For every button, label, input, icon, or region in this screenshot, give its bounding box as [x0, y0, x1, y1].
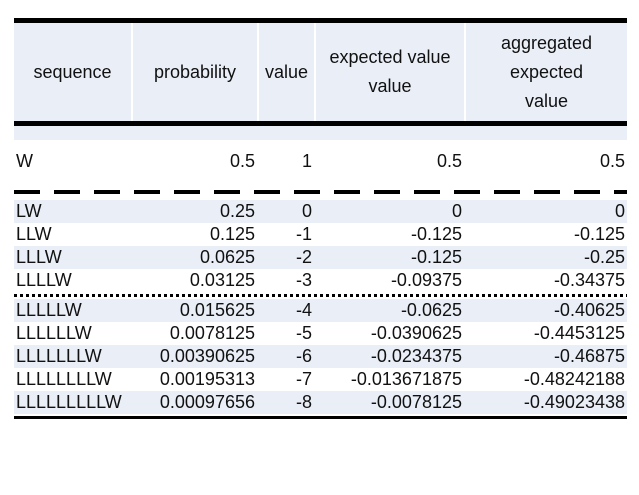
cell-sequence: LLW	[16, 224, 52, 244]
table-row: LLLLW 0.03125 -3 -0.09375 -0.34375	[14, 269, 627, 292]
bottom-rule	[14, 416, 627, 419]
header-gap	[14, 126, 627, 140]
table-row: LLLLLLLLLW 0.00097656 -8 -0.0078125 -0.49023…	[14, 391, 627, 414]
cell-sequence: LLLLLLLW	[16, 346, 102, 366]
cell-aggregated: -0.125	[573, 224, 625, 244]
cell-expected-value: -0.09375	[390, 270, 462, 290]
header-aggregated-line-1: aggregated	[500, 32, 593, 53]
cell-sequence: W	[16, 151, 33, 171]
cell-sequence: LLLLLLLLLW	[16, 392, 122, 412]
header-probability-line: probability	[153, 61, 237, 82]
cell-probability: 0.125	[209, 224, 255, 244]
header-expected-value-line-1: expected value	[329, 47, 451, 67]
cell-probability: 0.00097656	[159, 392, 255, 412]
header-expected-value: expected value value	[316, 23, 466, 121]
table-row: LLW 0.125 -1 -0.125 -0.125	[14, 223, 627, 246]
header-value-line: value	[264, 61, 309, 82]
header-aggregated-line-3: value	[524, 90, 569, 111]
cell-sequence: LW	[16, 201, 42, 221]
cell-expected-value: -0.0390625	[370, 323, 462, 343]
cell-value: 1	[301, 151, 312, 171]
cell-expected-value: 0	[451, 201, 462, 221]
cell-sequence: LLLLW	[16, 270, 72, 290]
data-table: sequence probability value expected valu…	[14, 18, 627, 419]
cell-expected-value: -0.013671875	[350, 369, 462, 389]
header-row: sequence probability value expected valu…	[14, 23, 627, 121]
dotted-divider	[14, 294, 627, 297]
table-row: LW 0.25 0 0 0	[14, 200, 627, 223]
cell-sequence: LLLLLW	[16, 300, 82, 320]
rows-mid-group: LW 0.25 0 0 0 LLW 0.125 -1 -0.125 -0.125 LLLW 0.062…	[14, 200, 627, 292]
cell-value: -7	[295, 369, 312, 389]
cell-probability: 0.00390625	[159, 346, 255, 366]
header-rule	[14, 121, 627, 126]
cell-aggregated: -0.34375	[553, 270, 625, 290]
cell-value: -2	[295, 247, 312, 267]
cell-aggregated: -0.4453125	[533, 323, 625, 343]
cell-value: -6	[295, 346, 312, 366]
cell-aggregated: -0.49023438	[523, 392, 625, 412]
rows-bottom-group: LLLLLW 0.015625 -4 -0.0625 -0.40625 LLLLLLW 0.…	[14, 299, 627, 414]
header-aggregated-line-2: expected	[509, 61, 584, 82]
cell-probability: 0.015625	[179, 300, 255, 320]
table-row: LLLLLLLW 0.00390625 -6 -0.0234375 -0.46875	[14, 345, 627, 368]
table-row: LLLLLLLLW 0.00195313 -7 -0.013671875 -0.4824…	[14, 368, 627, 391]
cell-probability: 0.5	[229, 151, 255, 171]
cell-probability: 0.00195313	[159, 369, 255, 389]
cell-probability: 0.0078125	[169, 323, 255, 343]
header-probability: probability	[133, 23, 259, 121]
table-row: LLLW 0.0625 -2 -0.125 -0.25	[14, 246, 627, 269]
cell-value: -4	[295, 300, 312, 320]
cell-expected-value: -0.125	[410, 247, 462, 267]
cell-aggregated: 0	[614, 201, 625, 221]
header-sequence-line: sequence	[33, 61, 112, 82]
cell-probability: 0.03125	[189, 270, 255, 290]
cell-expected-value: 0.5	[436, 151, 462, 171]
cell-expected-value: -0.0625	[400, 300, 462, 320]
cell-value: 0	[301, 201, 312, 221]
cell-probability: 0.0625	[199, 247, 255, 267]
cell-expected-value: -0.0078125	[370, 392, 462, 412]
header-aggregated-expected-value: aggregated expected value	[466, 23, 627, 121]
cell-aggregated: -0.40625	[553, 300, 625, 320]
header-sequence: sequence	[14, 23, 133, 121]
cell-value: -8	[295, 392, 312, 412]
table-row: LLLLLLW 0.0078125 -5 -0.0390625 -0.4453125	[14, 322, 627, 345]
cell-aggregated: -0.48242188	[523, 369, 625, 389]
cell-value: -1	[295, 224, 312, 244]
cell-expected-value: -0.0234375	[370, 346, 462, 366]
table-row: W 0.5 1 0.5 0.5	[14, 140, 627, 182]
table-row: LLLLLW 0.015625 -4 -0.0625 -0.40625	[14, 299, 627, 322]
cell-sequence: LLLLLLLLW	[16, 369, 112, 389]
top-rule	[14, 18, 627, 23]
dashed-divider	[14, 190, 627, 194]
cell-probability: 0.25	[219, 201, 255, 221]
cell-value: -5	[295, 323, 312, 343]
header-value: value	[259, 23, 316, 121]
header-expected-value-line-2: value	[368, 76, 412, 96]
cell-expected-value: -0.125	[410, 224, 462, 244]
cell-sequence: LLLLLLW	[16, 323, 92, 343]
rows-top-group: W 0.5 1 0.5 0.5	[14, 140, 627, 182]
cell-aggregated: 0.5	[599, 151, 625, 171]
cell-aggregated: -0.46875	[553, 346, 625, 366]
cell-aggregated: -0.25	[583, 247, 625, 267]
cell-sequence: LLLW	[16, 247, 62, 267]
cell-value: -3	[295, 270, 312, 290]
